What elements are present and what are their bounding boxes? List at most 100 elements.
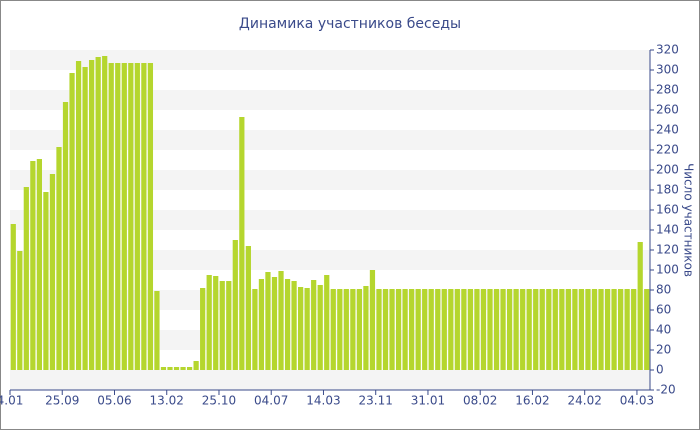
bar [343, 289, 349, 370]
bar [376, 289, 382, 370]
bar [186, 367, 193, 370]
bar [330, 289, 336, 370]
bar [585, 289, 591, 370]
bar [552, 289, 558, 370]
y-tick-label: 120 [656, 243, 679, 257]
grid-band [10, 130, 650, 150]
bar [10, 224, 16, 370]
bar [526, 289, 532, 370]
bar [239, 117, 245, 370]
y-tick-label: 60 [656, 303, 671, 317]
bar [213, 276, 219, 370]
bar [89, 60, 95, 370]
bar [49, 174, 56, 370]
bar [513, 289, 519, 370]
bar [102, 56, 108, 370]
bar [304, 288, 310, 370]
bar [624, 289, 630, 370]
bar [17, 251, 23, 370]
grid-band [10, 250, 650, 270]
bar [56, 147, 62, 370]
x-tick-label: 16.02 [515, 394, 549, 408]
bar [369, 270, 376, 370]
bar [95, 57, 101, 370]
bar [539, 289, 545, 370]
bar [520, 289, 526, 370]
x-tick-label: 13.02 [150, 394, 184, 408]
bar [278, 271, 284, 370]
bar [415, 289, 421, 370]
bar [232, 240, 238, 370]
x-tick-label: 24.02 [568, 394, 602, 408]
grid-band [10, 370, 650, 390]
y-tick-label: 0 [656, 363, 664, 377]
grid-band [10, 50, 650, 70]
bar [428, 289, 434, 370]
bar [559, 289, 565, 370]
bar [258, 279, 265, 370]
bar [533, 289, 539, 370]
bar [598, 289, 604, 370]
y-tick-label: 320 [656, 43, 679, 57]
x-tick-label: 04.03 [620, 394, 654, 408]
bar [193, 361, 199, 370]
bar [402, 289, 408, 370]
bar [448, 289, 454, 370]
bar [422, 289, 428, 370]
bar [115, 63, 121, 370]
bar [474, 289, 480, 370]
grid-band [10, 90, 650, 110]
bar [487, 289, 493, 370]
bar [167, 367, 173, 370]
bar [644, 289, 650, 370]
y-tick-label: 100 [656, 263, 679, 277]
x-tick-label: 31.01 [411, 394, 445, 408]
y-tick-label: 80 [656, 283, 671, 297]
bar [461, 289, 467, 370]
x-tick-label: 23.11 [359, 394, 393, 408]
bar [75, 61, 82, 370]
y-tick-label: 40 [656, 323, 671, 337]
bar [271, 277, 278, 370]
bar [480, 289, 487, 370]
bar [546, 289, 552, 370]
bar [298, 287, 304, 370]
bar [591, 289, 598, 370]
bar [108, 63, 114, 370]
x-tick-label: 25.10 [202, 394, 236, 408]
x-tick-label: 14.03 [306, 394, 340, 408]
bar [141, 63, 147, 370]
bar [265, 272, 271, 370]
bar [82, 67, 88, 370]
y-tick-label: 220 [656, 143, 679, 157]
bar [69, 73, 75, 370]
y-tick-label: 280 [656, 83, 679, 97]
bar [363, 286, 369, 370]
bar [500, 289, 506, 370]
bar [618, 289, 624, 370]
bar [121, 63, 127, 370]
bar [23, 187, 29, 370]
bar [506, 289, 513, 370]
bar [565, 289, 571, 370]
bar [128, 63, 134, 370]
bar [382, 289, 389, 370]
bar [154, 291, 160, 370]
bar [200, 288, 206, 370]
bar [30, 161, 36, 370]
bar [611, 289, 617, 370]
bar [311, 280, 317, 370]
bar [180, 367, 186, 370]
bar [337, 289, 343, 370]
x-tick-label: 04.07 [254, 394, 288, 408]
bar [252, 289, 258, 370]
y-tick-label: 160 [656, 203, 679, 217]
x-tick-label: 08.02 [463, 394, 497, 408]
bar [389, 289, 395, 370]
y-tick-label: 240 [656, 123, 679, 137]
bar [637, 242, 643, 370]
bar [173, 367, 180, 370]
bar [36, 159, 42, 370]
bar [604, 289, 611, 370]
